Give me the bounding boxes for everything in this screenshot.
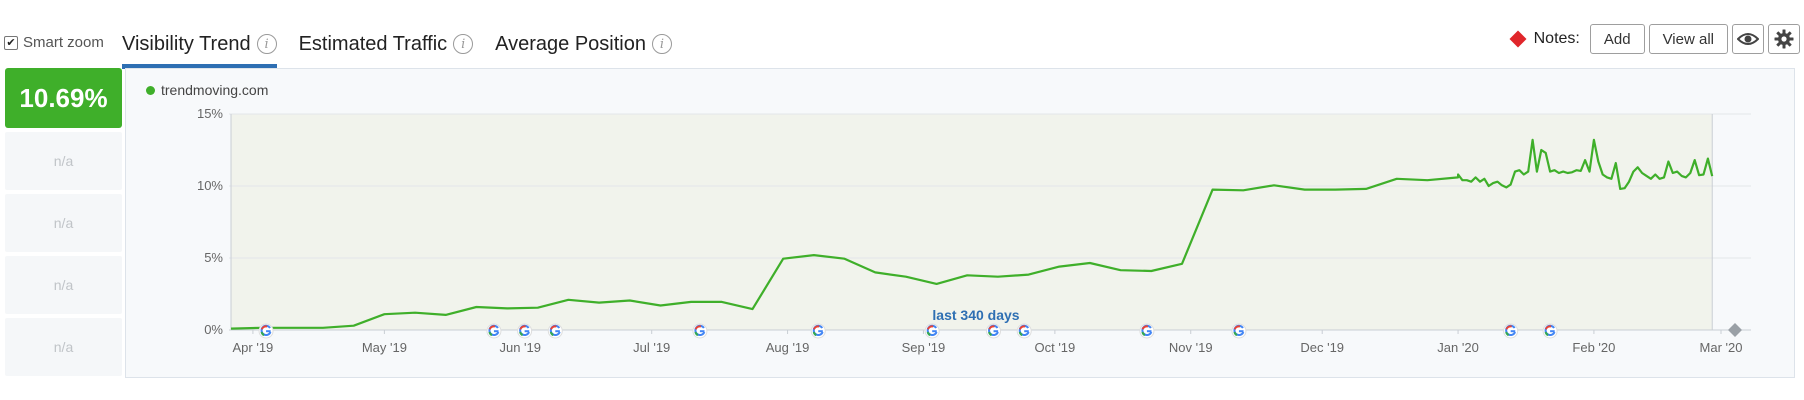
google-g-red bbox=[926, 325, 934, 330]
x-tick-label: Jul '19 bbox=[633, 340, 670, 355]
google-g-green bbox=[519, 331, 524, 337]
google-g-red bbox=[1141, 325, 1149, 330]
google-g-green bbox=[549, 331, 554, 337]
smart-zoom-checkbox[interactable]: ✔ bbox=[4, 35, 18, 50]
add-note-button[interactable]: Add bbox=[1589, 24, 1645, 54]
chart-legend[interactable]: trendmoving.com bbox=[146, 82, 268, 98]
x-tick-label: Jan '20 bbox=[1437, 340, 1479, 355]
range-end-diamond bbox=[1728, 323, 1742, 337]
legend-marker bbox=[146, 85, 155, 95]
y-tick-label: 10% bbox=[197, 178, 223, 193]
view-all-notes-button[interactable]: View all bbox=[1648, 24, 1728, 54]
x-tick-label: Jun '19 bbox=[499, 340, 541, 355]
google-g-red bbox=[1544, 325, 1552, 330]
notes-toolbar: Notes: Add View all bbox=[1509, 24, 1804, 54]
tab-label: Estimated Traffic bbox=[298, 32, 448, 55]
google-g-red bbox=[260, 325, 268, 330]
google-g-green bbox=[488, 331, 493, 337]
google-g-green bbox=[988, 331, 993, 337]
plot-area bbox=[231, 114, 1713, 330]
google-g-green bbox=[1544, 331, 1549, 337]
na-cell: n/a bbox=[5, 256, 122, 314]
tab-average-position[interactable]: Average Position i bbox=[495, 22, 672, 66]
google-g-red bbox=[813, 325, 820, 330]
google-g-red bbox=[1505, 325, 1512, 330]
google-g-arc bbox=[1018, 324, 1030, 336]
google-g-arc bbox=[1233, 324, 1245, 336]
legend-label: trendmoving.com bbox=[161, 82, 269, 98]
na-cell: n/a bbox=[5, 194, 122, 252]
y-tick-label: 15% bbox=[197, 106, 223, 121]
smart-zoom-toggle[interactable]: ✔ Smart zoom bbox=[4, 34, 104, 51]
visibility-chart[interactable]: 0% 5% 10% 15% Apr '19 May '19 Jun '19 Jul '19 Au… bbox=[126, 69, 1794, 377]
x-tick-label: Feb '20 bbox=[1572, 340, 1615, 355]
google-g-arc bbox=[926, 324, 938, 336]
chart-panel: trendmoving.com 0% 5% 10% 15% Apr '19 May '19… bbox=[125, 68, 1795, 378]
info-icon[interactable]: i bbox=[453, 34, 474, 54]
eye-icon bbox=[1737, 33, 1759, 45]
google-g-green bbox=[1233, 331, 1238, 337]
google-g-green bbox=[926, 331, 931, 337]
x-tick-label: Apr '19 bbox=[233, 340, 274, 355]
google-g-arc bbox=[1141, 324, 1153, 336]
x-tick-label: Aug '19 bbox=[766, 340, 810, 355]
tab-estimated-traffic[interactable]: Estimated Traffic i bbox=[299, 22, 474, 66]
google-g-arc bbox=[988, 324, 999, 336]
na-cell: n/a bbox=[5, 318, 122, 376]
notes-label: Notes: bbox=[1533, 30, 1580, 47]
tab-label: Visibility Trend bbox=[122, 32, 251, 55]
tab-visibility-trend[interactable]: Visibility Trend i bbox=[122, 22, 277, 69]
google-g-green bbox=[1505, 331, 1510, 337]
y-tick-label: 0% bbox=[204, 322, 223, 337]
google-g-green bbox=[694, 331, 699, 337]
x-tick-label: Mar '20 bbox=[1700, 340, 1743, 355]
google-g-arc bbox=[260, 324, 272, 336]
google-g-arc bbox=[1544, 324, 1556, 336]
x-tick-label: Nov '19 bbox=[1169, 340, 1213, 355]
google-g-arc bbox=[694, 324, 706, 336]
google-g-green bbox=[260, 331, 265, 337]
google-g-arc bbox=[812, 324, 824, 336]
visibility-score: 10.69% bbox=[5, 68, 122, 128]
series-line bbox=[230, 138, 1714, 330]
x-tick-label: Dec '19 bbox=[1300, 340, 1344, 355]
google-g-green bbox=[1141, 331, 1146, 337]
google-g-green bbox=[812, 331, 817, 337]
google-g-red bbox=[694, 325, 702, 330]
smart-zoom-label: Smart zoom bbox=[23, 34, 104, 51]
x-tick-label: Sep '19 bbox=[902, 340, 946, 355]
metric-tabs: Visibility Trend i Estimated Traffic i A… bbox=[122, 22, 694, 69]
tab-label: Average Position bbox=[495, 32, 646, 55]
x-tick-label: Oct '19 bbox=[1034, 340, 1075, 355]
google-g-arc bbox=[1505, 324, 1516, 336]
info-icon[interactable]: i bbox=[256, 34, 277, 54]
settings-button[interactable] bbox=[1768, 24, 1800, 54]
google-g-red bbox=[1018, 325, 1026, 330]
google-g-red bbox=[550, 325, 557, 330]
google-g-arc bbox=[519, 324, 530, 336]
note-diamond-icon bbox=[1509, 30, 1527, 48]
show-notes-button[interactable] bbox=[1732, 24, 1764, 54]
na-cell: n/a bbox=[5, 132, 122, 190]
y-tick-label: 5% bbox=[204, 250, 223, 265]
info-icon[interactable]: i bbox=[652, 34, 672, 54]
google-g-red bbox=[519, 325, 526, 330]
gear-icon bbox=[1774, 29, 1794, 49]
google-g-red bbox=[1233, 325, 1241, 330]
google-g-arc bbox=[488, 324, 500, 336]
range-label: last 340 days bbox=[932, 307, 1019, 323]
google-g-red bbox=[488, 325, 496, 330]
google-g-arc bbox=[549, 324, 561, 336]
x-tick-label: May '19 bbox=[362, 340, 407, 355]
google-g-green bbox=[1018, 331, 1023, 337]
google-g-red bbox=[988, 325, 995, 330]
